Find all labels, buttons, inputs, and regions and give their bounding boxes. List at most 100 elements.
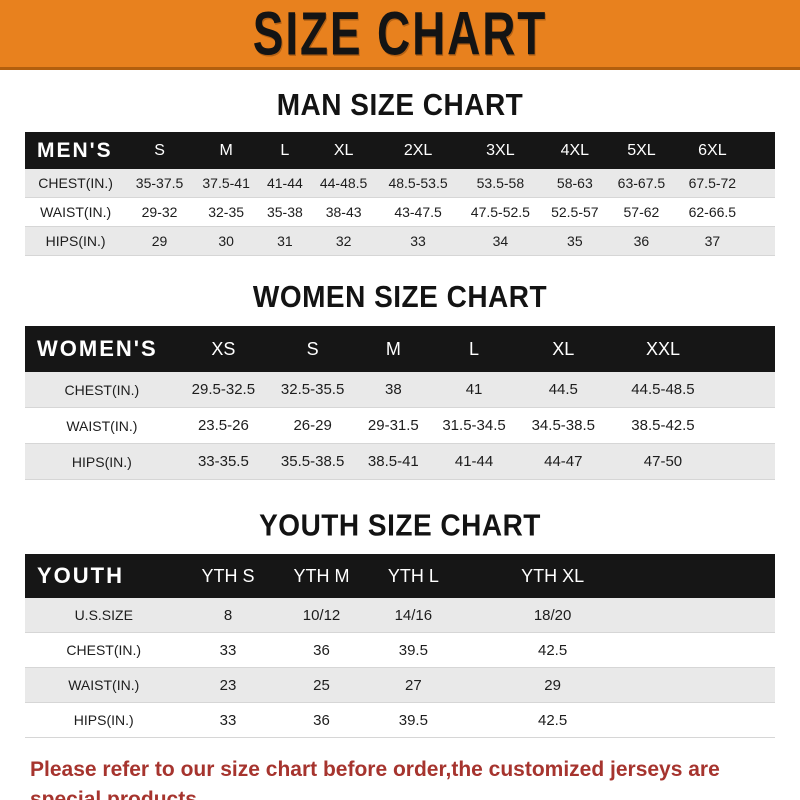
size-column-header: 2XL — [376, 132, 460, 169]
table-row: HIPS(IN.) 29 30 31 32 33 34 35 36 37 — [25, 226, 775, 256]
row-label-cell: WAIST(IN.) — [25, 667, 183, 703]
table-header-row: WOMEN'S XS S M L XL XXL — [25, 326, 775, 372]
table-row: HIPS(IN.) 33-35.5 35.5-38.5 38.5-41 41-44 44-… — [25, 443, 775, 480]
value-cell: 8 — [182, 598, 274, 633]
size-column-header: YTH S — [182, 554, 274, 598]
value-cell: 35-38 — [259, 197, 311, 227]
value-cell: 47-50 — [607, 443, 775, 480]
value-cell: 27 — [369, 667, 458, 703]
table-title-cell: YOUTH — [25, 554, 183, 598]
value-cell: 48.5-53.5 — [376, 169, 460, 198]
value-cell: 14/16 — [369, 598, 458, 633]
table-header-row: YOUTH YTH S YTH M YTH L YTH XL — [25, 554, 775, 598]
table-row: CHEST(IN.) 33 36 39.5 42.5 — [25, 632, 775, 668]
size-column-header: YTH L — [369, 554, 458, 598]
table-title-cell: WOMEN'S — [25, 326, 179, 372]
women-size-table: WOMEN'S XS S M L XL XXL CHEST(IN.) 29.5-32.5 32.5… — [25, 326, 775, 480]
size-column-header: YTH M — [273, 554, 370, 598]
value-cell: 32-35 — [192, 197, 260, 227]
size-chart-banner: SIZE CHART — [0, 0, 800, 70]
value-cell: 29 — [457, 667, 775, 703]
men-section-title: MAN SIZE CHART — [276, 88, 524, 122]
value-cell: 33 — [376, 226, 460, 256]
value-cell: 57-62 — [608, 197, 675, 227]
size-column-header: 3XL — [459, 132, 542, 169]
value-cell: 42.5 — [457, 702, 775, 738]
value-cell: 33 — [182, 632, 274, 668]
value-cell: 31 — [259, 226, 311, 256]
value-cell: 29 — [126, 226, 193, 256]
value-cell: 32 — [310, 226, 377, 256]
value-cell: 33-35.5 — [178, 443, 268, 480]
size-column-header: 4XL — [541, 132, 609, 169]
row-label-cell: CHEST(IN.) — [25, 169, 127, 198]
table-row: WAIST(IN.) 29-32 32-35 35-38 38-43 43-47.5 47.… — [25, 197, 775, 227]
size-column-header: M — [357, 326, 430, 372]
row-label-cell: HIPS(IN.) — [25, 226, 127, 256]
value-cell: 42.5 — [457, 632, 775, 668]
size-column-header: S — [268, 326, 358, 372]
value-cell: 41-44 — [259, 169, 311, 198]
value-cell: 47.5-52.5 — [459, 197, 542, 227]
row-label-cell: CHEST(IN.) — [25, 372, 179, 408]
size-column-header: S — [126, 132, 193, 169]
value-cell: 39.5 — [369, 702, 458, 738]
value-cell: 62-66.5 — [674, 197, 775, 227]
row-label-cell: HIPS(IN.) — [25, 443, 179, 480]
value-cell: 18/20 — [457, 598, 775, 633]
row-label-cell: HIPS(IN.) — [25, 702, 183, 738]
value-cell: 41 — [429, 372, 519, 408]
value-cell: 29.5-32.5 — [178, 372, 268, 408]
value-cell: 36 — [608, 226, 675, 256]
size-column-header: 6XL — [674, 132, 775, 169]
value-cell: 29-32 — [126, 197, 193, 227]
value-cell: 63-67.5 — [608, 169, 675, 198]
value-cell: 38 — [357, 372, 430, 408]
row-label-cell: U.S.SIZE — [25, 598, 183, 633]
row-label-cell: CHEST(IN.) — [25, 632, 183, 668]
value-cell: 35-37.5 — [126, 169, 193, 198]
size-column-header: XXL — [607, 326, 775, 372]
value-cell: 41-44 — [429, 443, 519, 480]
table-row: U.S.SIZE 8 10/12 14/16 18/20 — [25, 598, 775, 633]
value-cell: 39.5 — [369, 632, 458, 668]
men-size-table: MEN'S S M L XL 2XL 3XL 4XL 5XL 6XL CHEST(IN.) 35-37… — [25, 132, 775, 256]
value-cell: 37.5-41 — [192, 169, 260, 198]
value-cell: 34.5-38.5 — [518, 407, 608, 444]
row-label-cell: WAIST(IN.) — [25, 407, 179, 444]
value-cell: 23 — [182, 667, 274, 703]
value-cell: 38.5-41 — [357, 443, 430, 480]
table-row: CHEST(IN.) 35-37.5 37.5-41 41-44 44-48.5 48.5… — [25, 169, 775, 198]
size-column-header: YTH XL — [457, 554, 775, 598]
value-cell: 44.5 — [518, 372, 608, 408]
table-title-cell: MEN'S — [25, 132, 127, 169]
disclaimer-note: Please refer to our size chart before or… — [30, 755, 782, 800]
women-section-title: WOMEN SIZE CHART — [252, 280, 548, 314]
value-cell: 34 — [459, 226, 542, 256]
value-cell: 26-29 — [268, 407, 358, 444]
value-cell: 10/12 — [273, 598, 370, 633]
size-column-header: XS — [178, 326, 268, 372]
value-cell: 44.5-48.5 — [607, 372, 775, 408]
youth-size-table: YOUTH YTH S YTH M YTH L YTH XL U.S.SIZE 8 10/12… — [25, 554, 775, 738]
value-cell: 38-43 — [310, 197, 377, 227]
value-cell: 35.5-38.5 — [268, 443, 358, 480]
value-cell: 30 — [192, 226, 260, 256]
value-cell: 36 — [273, 632, 370, 668]
value-cell: 53.5-58 — [459, 169, 542, 198]
table-row: CHEST(IN.) 29.5-32.5 32.5-35.5 38 41 44.5 44.5… — [25, 372, 775, 408]
value-cell: 25 — [273, 667, 370, 703]
value-cell: 29-31.5 — [357, 407, 430, 444]
value-cell: 36 — [273, 702, 370, 738]
table-row: WAIST(IN.) 23.5-26 26-29 29-31.5 31.5-34.5 34… — [25, 407, 775, 444]
youth-section-title: YOUTH SIZE CHART — [259, 508, 541, 542]
value-cell: 35 — [541, 226, 609, 256]
value-cell: 31.5-34.5 — [429, 407, 519, 444]
value-cell: 52.5-57 — [541, 197, 609, 227]
value-cell: 32.5-35.5 — [268, 372, 358, 408]
size-column-header: L — [259, 132, 311, 169]
size-column-header: XL — [310, 132, 377, 169]
table-row: WAIST(IN.) 23 25 27 29 — [25, 667, 775, 703]
size-column-header: L — [429, 326, 519, 372]
value-cell: 38.5-42.5 — [607, 407, 775, 444]
